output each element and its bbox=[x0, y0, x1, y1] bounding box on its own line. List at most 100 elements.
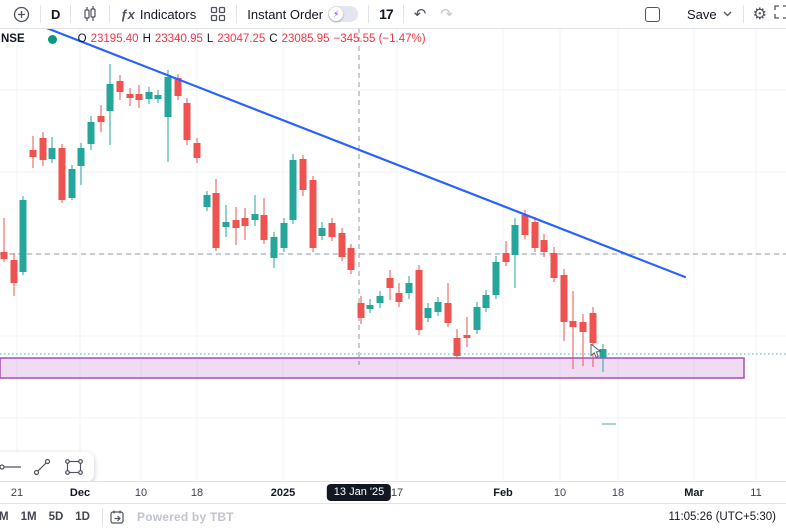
go-to-date-button[interactable] bbox=[109, 509, 125, 525]
time-tick: 10 bbox=[553, 487, 567, 499]
candle-body bbox=[309, 180, 317, 248]
go-to-date-icon bbox=[110, 510, 124, 524]
candle-body bbox=[77, 148, 85, 166]
price-chart-canvas[interactable] bbox=[0, 0, 786, 481]
tradingview-logo-button[interactable]: 17 bbox=[372, 2, 400, 26]
candle bbox=[280, 218, 288, 252]
settings-button[interactable]: ⚙ bbox=[747, 4, 773, 24]
toolbar-separator bbox=[109, 5, 111, 23]
candle bbox=[10, 253, 18, 296]
time-axis[interactable]: 21 Dec 10 18 2025 17 Feb 10 18 Mar 11 13 Jan '25 bbox=[0, 481, 786, 504]
fullscreen-button[interactable] bbox=[773, 4, 786, 25]
interval-buttons-group: 1M 5D 1D bbox=[15, 511, 96, 523]
powered-by-label: Powered by TBT bbox=[136, 509, 234, 524]
save-label: Save bbox=[687, 6, 717, 22]
candle-body bbox=[357, 303, 365, 318]
instant-order-toggle[interactable]: ⚡ bbox=[328, 6, 359, 22]
candle bbox=[251, 195, 259, 226]
interval-button-1d[interactable]: 1D bbox=[75, 510, 90, 523]
candle-body bbox=[299, 159, 307, 190]
add-symbol-button[interactable] bbox=[6, 2, 37, 26]
horizontal-line-tool-button[interactable] bbox=[0, 454, 24, 480]
rectangle-tool-button[interactable] bbox=[60, 454, 88, 480]
candle bbox=[203, 191, 211, 211]
candle bbox=[241, 208, 249, 240]
candle bbox=[338, 228, 346, 261]
undo-button[interactable]: ↶ bbox=[407, 2, 434, 26]
candle-body bbox=[164, 77, 172, 117]
candle-body bbox=[415, 270, 423, 330]
instant-order-control[interactable]: Instant Order ⚡ bbox=[240, 2, 365, 26]
candle-body bbox=[58, 148, 66, 200]
candle-body bbox=[289, 160, 297, 220]
candle bbox=[116, 75, 124, 100]
candle bbox=[502, 241, 510, 266]
grid-layout-icon bbox=[210, 6, 226, 22]
square-layout-icon bbox=[645, 6, 661, 22]
select-layout-button[interactable] bbox=[638, 2, 667, 26]
drawing-mini-toolbar bbox=[0, 452, 94, 482]
redo-button[interactable]: ↷ bbox=[433, 2, 460, 26]
candle-body bbox=[29, 150, 37, 157]
undo-icon: ↶ bbox=[413, 6, 427, 23]
candle bbox=[560, 269, 568, 341]
save-button[interactable]: Save bbox=[679, 2, 740, 26]
candle-body bbox=[87, 122, 95, 144]
trend-line-tool-button[interactable] bbox=[28, 454, 56, 480]
candle bbox=[164, 70, 172, 162]
candle-body bbox=[453, 338, 461, 356]
candle-body bbox=[270, 237, 278, 258]
candle-body bbox=[599, 349, 607, 358]
clock-label[interactable]: 11:05:26 (UTC+5:30) bbox=[668, 510, 777, 523]
fx-icon: ƒx bbox=[120, 6, 135, 22]
redo-icon: ↷ bbox=[440, 6, 453, 23]
candle-body bbox=[39, 138, 47, 160]
candle bbox=[309, 176, 317, 252]
candle-body bbox=[521, 215, 529, 235]
candle bbox=[357, 296, 365, 324]
tradingview-logo: 17 bbox=[379, 6, 394, 22]
candle-body bbox=[212, 193, 220, 248]
candle bbox=[395, 283, 403, 307]
interval-button-partial[interactable]: M bbox=[0, 510, 9, 523]
candle-body bbox=[482, 295, 490, 308]
candle bbox=[270, 232, 278, 268]
candle-body bbox=[19, 200, 27, 272]
trend-line-icon bbox=[33, 458, 51, 476]
candle-body bbox=[328, 223, 336, 237]
interval-button-5d[interactable]: 5D bbox=[48, 510, 64, 523]
candle bbox=[97, 105, 105, 132]
interval-button-1m[interactable]: 1M bbox=[20, 510, 37, 523]
gear-icon: ⚙ bbox=[752, 6, 767, 23]
candle-body bbox=[154, 95, 162, 99]
time-tick: 18 bbox=[190, 487, 204, 499]
candle bbox=[318, 222, 326, 240]
indicators-button[interactable]: ƒx Indicators bbox=[113, 2, 203, 26]
candle-body bbox=[444, 303, 452, 323]
toolbar-separator bbox=[70, 5, 72, 23]
instant-order-label: Instant Order bbox=[247, 6, 324, 22]
support-zone-rectangle[interactable] bbox=[0, 357, 745, 379]
candle bbox=[193, 138, 201, 163]
candle-body bbox=[511, 225, 519, 255]
candle bbox=[126, 88, 134, 106]
descending-trend-line[interactable] bbox=[42, 25, 687, 279]
candle-body bbox=[203, 195, 211, 207]
candle bbox=[48, 137, 56, 163]
candle-body bbox=[405, 283, 413, 293]
interval-button[interactable]: D bbox=[44, 2, 67, 26]
candle-body bbox=[366, 305, 374, 309]
toolbar-right-group: Save ⚙ bbox=[638, 2, 786, 26]
chevron-down-icon bbox=[723, 11, 732, 17]
candle-body bbox=[68, 169, 76, 198]
candle bbox=[492, 256, 500, 299]
candle-body bbox=[540, 240, 548, 252]
candle bbox=[29, 136, 37, 168]
chart-type-button[interactable] bbox=[74, 2, 106, 26]
candle bbox=[550, 247, 558, 282]
candle-body bbox=[560, 275, 568, 322]
candle-body bbox=[395, 293, 403, 302]
layout-grid-button[interactable] bbox=[203, 2, 233, 26]
candle-body bbox=[260, 215, 268, 240]
candle-body bbox=[10, 260, 18, 283]
